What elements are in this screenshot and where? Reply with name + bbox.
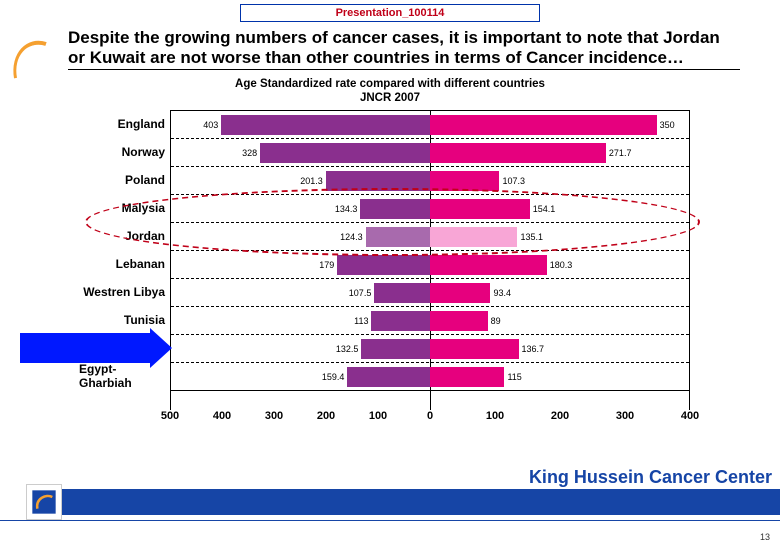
chart-row: Kuwait132.5136.7	[171, 335, 689, 363]
chart-row: Egypt-Gharbiah159.4115	[171, 363, 689, 391]
bar-left: 328	[260, 143, 430, 163]
value-right: 350	[657, 115, 675, 135]
chart-row: Westren Libya107.593.4	[171, 279, 689, 307]
arrow-tip-icon	[150, 328, 172, 368]
value-left: 201.3	[300, 171, 326, 191]
bar-right: 136.7	[430, 339, 519, 359]
bar-left: 132.5	[361, 339, 430, 359]
logo-swoosh-icon	[10, 34, 50, 84]
chart-title-line2: JNCR 2007	[360, 92, 420, 104]
value-right: 107.3	[499, 171, 525, 191]
value-right: 154.1	[530, 199, 556, 219]
footer-logo-icon	[26, 484, 62, 520]
chart: England403350Norway328271.7Poland201.310…	[80, 110, 700, 430]
value-left: 179	[319, 255, 337, 275]
value-left: 403	[203, 115, 221, 135]
chart-row: Jordan124.3135.1	[171, 223, 689, 251]
value-left: 132.5	[336, 339, 362, 359]
x-tick: 400	[213, 410, 231, 422]
bar-right: 135.1	[430, 227, 517, 247]
x-tick: 300	[265, 410, 283, 422]
country-label: Lebanan	[79, 251, 167, 278]
country-label: Norway	[79, 139, 167, 166]
country-label: Malysia	[79, 195, 167, 222]
bar-left: 201.3	[326, 171, 430, 191]
value-left: 113	[354, 311, 371, 331]
bar-right: 180.3	[430, 255, 547, 275]
chart-row: Poland201.3107.3	[171, 167, 689, 195]
footer: King Hussein Cancer Center	[0, 484, 780, 520]
country-label: Poland	[79, 167, 167, 194]
bar-left: 179	[337, 255, 430, 275]
header-frame: Presentation_100114	[240, 4, 540, 22]
chart-plot-area: England403350Norway328271.7Poland201.310…	[170, 110, 690, 410]
bar-right: 271.7	[430, 143, 606, 163]
x-tick: 100	[486, 410, 504, 422]
bar-right: 107.3	[430, 171, 499, 191]
chart-title-line1: Age Standardized rate compared with diff…	[235, 78, 545, 90]
bar-right: 89	[430, 311, 488, 331]
chart-title: Age Standardized rate compared with diff…	[0, 78, 780, 106]
country-label: Jordan	[79, 223, 167, 250]
chart-row: Lebanan179180.3	[171, 251, 689, 279]
value-left: 159.4	[322, 367, 348, 387]
x-tick: 100	[369, 410, 387, 422]
bar-left: 159.4	[347, 367, 430, 387]
bar-left: 134.3	[360, 199, 430, 219]
chart-row: Tunisia11389	[171, 307, 689, 335]
country-label: England	[79, 111, 167, 138]
value-right: 115	[504, 367, 521, 387]
x-tick: 400	[681, 410, 699, 422]
value-right: 93.4	[490, 283, 511, 303]
page-number: 13	[760, 532, 770, 542]
footer-org: King Hussein Cancer Center	[529, 467, 772, 488]
page-title: Despite the growing numbers of cancer ca…	[68, 28, 740, 70]
footer-bar: King Hussein Cancer Center	[62, 489, 780, 515]
value-right: 89	[488, 311, 501, 331]
bar-left: 107.5	[374, 283, 430, 303]
value-right: 271.7	[606, 143, 632, 163]
value-left: 134.3	[335, 199, 361, 219]
chart-row: Norway328271.7	[171, 139, 689, 167]
value-right: 180.3	[547, 255, 573, 275]
bar-right: 115	[430, 367, 504, 387]
value-left: 124.3	[340, 227, 366, 247]
chart-row: England403350	[171, 111, 689, 139]
x-tick: 300	[616, 410, 634, 422]
bar-right: 154.1	[430, 199, 530, 219]
footer-rule	[0, 520, 780, 532]
x-axis: 5004003002001000100200300400	[170, 410, 690, 430]
bar-right: 93.4	[430, 283, 490, 303]
x-tick: 0	[427, 410, 433, 422]
value-left: 107.5	[349, 283, 375, 303]
bar-left: 124.3	[366, 227, 430, 247]
value-left: 328	[242, 143, 260, 163]
x-tick: 200	[551, 410, 569, 422]
value-right: 135.1	[517, 227, 543, 247]
x-tick: 200	[317, 410, 335, 422]
header-label: Presentation_100114	[336, 7, 445, 19]
chart-row: Malysia134.3154.1	[171, 195, 689, 223]
arrow-highlight	[20, 333, 150, 363]
bar-right: 350	[430, 115, 657, 135]
bar-left: 403	[221, 115, 430, 135]
value-right: 136.7	[519, 339, 545, 359]
country-label: Westren Libya	[79, 279, 167, 306]
bar-left: 113	[371, 311, 430, 331]
x-tick: 500	[161, 410, 179, 422]
